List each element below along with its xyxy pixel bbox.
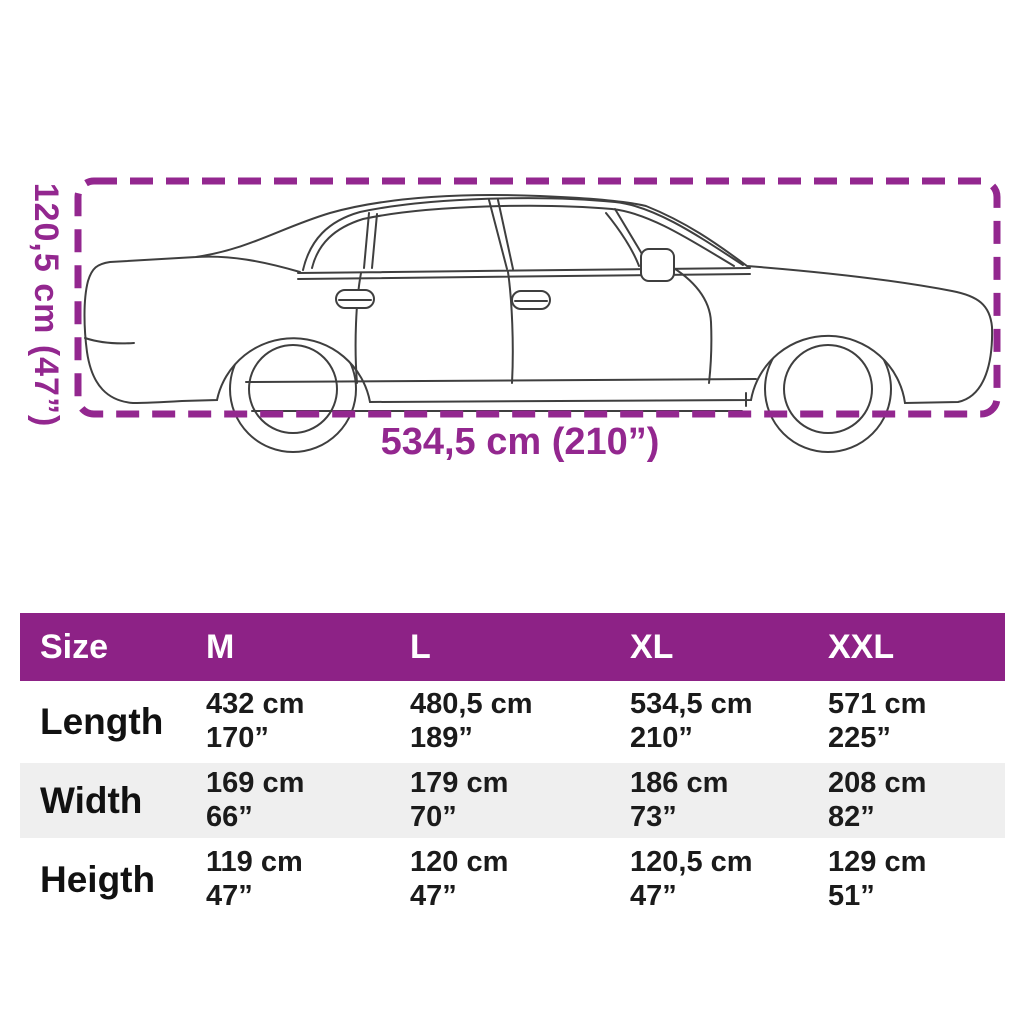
length-l: 480,5 cm 189” <box>410 688 533 754</box>
header-xxl: XXL <box>828 627 895 666</box>
rear-deck-crease <box>195 255 301 273</box>
greenhouse-inner-line <box>311 204 735 269</box>
car-outline-drawing <box>74 177 1001 453</box>
length-xxl: 571 cm 225” <box>828 688 927 754</box>
length-m: 432 cm 170” <box>206 688 305 754</box>
heigth-xl: 120,5 cm 47” <box>630 846 753 912</box>
length-xl: 534,5 cm 210” <box>630 688 753 754</box>
header-xl: XL <box>630 627 674 666</box>
rear-bumper-crease <box>84 337 135 345</box>
heigth-xxl: 129 cm 51” <box>828 846 927 912</box>
heigth-m: 119 cm 47” <box>206 846 303 912</box>
greenhouse-outer-line <box>302 197 744 271</box>
side-mirror <box>640 248 675 282</box>
front-door-rear-seam <box>507 271 514 384</box>
header-m: M <box>206 627 235 666</box>
size-table: Size M L XL XXL Length 432 cm 170” 480,5 … <box>20 613 1005 922</box>
measurement-dashed-border <box>74 177 1001 418</box>
header-l: L <box>410 627 431 666</box>
table-row-width: Width 169 cm 66” 179 cm 70” 186 cm 73” 208 … <box>20 763 1005 838</box>
heigth-l: 120 cm 47” <box>410 846 509 912</box>
rear-door-handle <box>335 289 375 309</box>
front-door-handle <box>511 290 551 310</box>
row-label-width: Width <box>40 779 143 821</box>
height-dimension-label: 120,5 cm (47”) <box>27 182 65 428</box>
size-table-header-row: Size M L XL XXL <box>20 613 1005 681</box>
width-xxl: 208 cm 82” <box>828 766 927 833</box>
rear-door-seam <box>354 272 362 384</box>
b-pillar <box>488 199 514 270</box>
row-label-heigth: Heigth <box>40 859 156 900</box>
length-dimension-label: 534,5 cm (210”) <box>380 421 660 463</box>
row-label-length: Length <box>40 701 164 742</box>
width-l: 179 cm 70” <box>410 766 509 833</box>
quarter-window-divider <box>363 212 378 269</box>
width-xl: 186 cm 73” <box>630 766 729 833</box>
table-row-heigth: Heigth 119 cm 47” 120 cm 47” 120,5 cm 47” 1… <box>20 838 1005 922</box>
header-size: Size <box>40 627 109 666</box>
front-door-front-seam <box>666 263 713 384</box>
table-row-length: Length 432 cm 170” 480,5 cm 189” 534,5 cm 2… <box>20 681 1005 763</box>
width-m: 169 cm 66” <box>206 766 305 833</box>
